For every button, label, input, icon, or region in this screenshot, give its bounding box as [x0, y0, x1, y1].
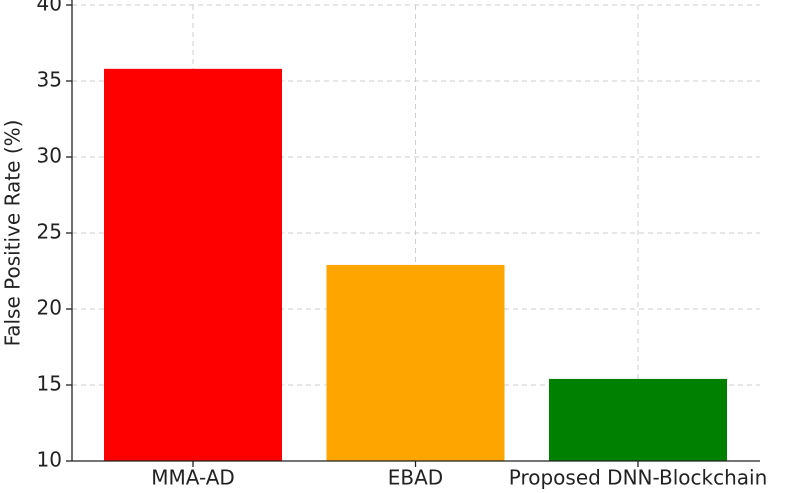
bar — [549, 378, 727, 461]
bar — [326, 264, 505, 461]
y-tick-label: 40 — [37, 0, 62, 16]
y-tick-label: 35 — [37, 68, 62, 92]
y-tick-label: 30 — [37, 144, 62, 168]
x-tick-label: MMA-AD — [151, 466, 235, 490]
y-tick-label: 20 — [37, 296, 62, 320]
y-tick-label: 25 — [37, 220, 62, 244]
bar — [104, 68, 282, 461]
y-axis-label: False Positive Rate (%) — [1, 120, 25, 347]
x-tick-label: EBAD — [388, 466, 443, 490]
x-tick-label: Proposed DNN-Blockchain — [509, 466, 768, 490]
y-tick-label: 15 — [37, 372, 62, 396]
y-tick-label: 10 — [37, 448, 62, 472]
